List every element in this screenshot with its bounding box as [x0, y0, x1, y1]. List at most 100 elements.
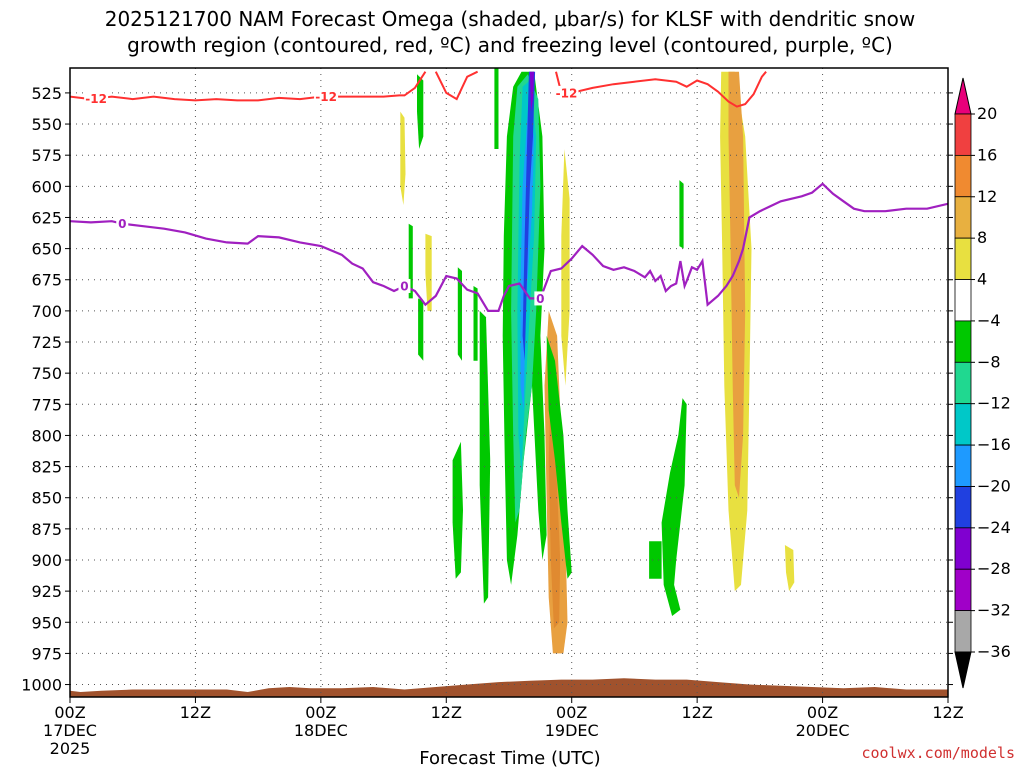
chart-title-line1: 2025121700 NAM Forecast Omega (shaded, μ… — [105, 7, 916, 31]
x-tick-label-24-1: 18DEC — [294, 721, 348, 740]
colorbar-top-triangle — [954, 77, 972, 115]
dgz-contour-segment-0 — [70, 71, 427, 102]
y-tick-label-825: 825 — [31, 458, 62, 477]
colorbar-label-0: 20 — [977, 104, 997, 123]
y-tick-label-775: 775 — [31, 395, 62, 414]
colorbar-label-8: −16 — [977, 435, 1011, 454]
x-tick-label-60-0: 12Z — [681, 703, 712, 722]
omega-green-cell-19dec-d — [494, 68, 499, 149]
colorbar-box-7 — [954, 403, 972, 446]
x-tick-label-0-1: 17DEC — [43, 721, 97, 740]
dgz-label-bg-0 — [84, 91, 109, 106]
freezing-label-bg-2 — [534, 291, 547, 306]
colorbar-box-5 — [954, 320, 972, 363]
dgz-contour-segment-1 — [434, 70, 479, 101]
chart-title-line2: growth region (contoured, red, ºC) and f… — [127, 33, 893, 57]
y-tick-label-750: 750 — [31, 364, 62, 383]
omega-green-cell-20dec-c — [649, 541, 662, 579]
x-tick-label-48-1: 19DEC — [545, 721, 599, 740]
plot-inner: -12 -12 -12 0 0 0 — [70, 68, 948, 697]
omega-orange-plume-19dec-core — [548, 385, 561, 629]
omega-yellow-sliver-18dec-b — [425, 233, 432, 311]
y-tick-label-650: 650 — [31, 240, 62, 259]
colorbar-label-1: 16 — [977, 145, 997, 164]
x-axis-label: Forecast Time (UTC) — [419, 748, 600, 768]
dgz-contour-label-2: -12 — [556, 86, 578, 100]
colorbar-box-0 — [954, 113, 972, 156]
credit-text: coolwx.com/models — [861, 744, 1015, 762]
dgz-contour-label-0: -12 — [85, 92, 107, 106]
plot-frame — [69, 67, 949, 698]
x-tick-label-72-0: 00Z — [807, 703, 838, 722]
y-tick-label-925: 925 — [31, 582, 62, 601]
colorbar-box-12 — [954, 610, 972, 653]
colorbar-box-3 — [954, 237, 972, 280]
colorbar-label-12: −32 — [977, 601, 1011, 620]
dgz-contour-segment-2 — [555, 71, 767, 108]
colorbar-box-8 — [954, 444, 972, 487]
y-tick-label-700: 700 — [31, 302, 62, 321]
colorbar-legend: 20 16 12 8 4 −4 −8 −12 −16 −20 −24 −28 −32 −36 — [954, 77, 1011, 689]
omega-orange-plume-20dec — [728, 71, 746, 498]
freezing-contour-label-2: 0 — [536, 292, 544, 306]
x-tick-label-12-0: 12Z — [180, 703, 211, 722]
y-tick-label-525: 525 — [31, 84, 62, 103]
omega-green-cell-19dec-lowb — [479, 310, 491, 604]
omega-green-cell-18dec-d — [457, 267, 462, 361]
y-tick-label-900: 900 — [31, 551, 62, 570]
y-tick-label-875: 875 — [31, 520, 62, 539]
colorbar-box-2 — [954, 196, 972, 239]
y-tick-label-575: 575 — [31, 146, 62, 165]
title-block: 2025121700 NAM Forecast Omega (shaded, μ… — [105, 7, 916, 57]
colorbar-box-11 — [954, 568, 972, 612]
plot-area: -12 -12 -12 0 0 0 — [69, 67, 949, 698]
colorbar-label-6: −8 — [977, 352, 1001, 371]
colorbar-box-6 — [954, 361, 972, 405]
y-tick-label-600: 600 — [31, 177, 62, 196]
colorbar-box-10 — [954, 527, 972, 570]
omega-green-cell-19dec-lowa — [452, 441, 463, 579]
freezing-contour-label-1: 0 — [400, 279, 408, 293]
omega-green-cell-18dec-e — [473, 286, 478, 361]
x-tick-label-84-0: 12Z — [932, 703, 963, 722]
colorbar-box-4 — [954, 279, 972, 322]
omega-yellow-plume-19dec-east — [561, 149, 570, 386]
colorbar-label-5: −4 — [977, 311, 1001, 330]
omega-green-cell-20dec-a — [679, 180, 684, 249]
x-tick-label-48-0: 00Z — [556, 703, 587, 722]
y-tick-label-850: 850 — [31, 489, 62, 508]
colorbar-label-13: −36 — [977, 642, 1011, 661]
omega-yellow-sliver-18dec — [400, 111, 406, 205]
y-axis: 525 550 575 600 625 650 675 700 725 750 775 800 825 8… — [21, 84, 953, 695]
colorbar-label-4: 4 — [977, 270, 987, 289]
colorbar-label-2: 12 — [977, 187, 997, 206]
x-tick-label-24-0: 00Z — [305, 703, 336, 722]
terrain-surface — [70, 678, 948, 697]
omega-green-cell-18dec-a — [417, 74, 424, 149]
colorbar-bottom-triangle — [954, 651, 972, 689]
colorbar-label-7: −12 — [977, 394, 1011, 413]
omega-darkblue-core-19dec — [522, 71, 536, 361]
x-tick-label-0-0: 00Z — [54, 703, 85, 722]
y-tick-label-550: 550 — [31, 115, 62, 134]
x-tick-label-36-0: 12Z — [431, 703, 462, 722]
y-tick-label-1000: 1000 — [21, 676, 62, 695]
omega-green-east-19dec — [546, 335, 572, 579]
omega-yellow-blob-20dec-small — [784, 545, 795, 592]
colorbar-label-11: −28 — [977, 559, 1011, 578]
y-tick-label-975: 975 — [31, 644, 62, 663]
omega-purple-core-19dec — [529, 71, 535, 112]
colorbar-box-9 — [954, 486, 972, 529]
colorbar-label-9: −20 — [977, 476, 1011, 495]
omega-green-cell-20dec-b — [661, 398, 687, 616]
y-tick-label-725: 725 — [31, 333, 62, 352]
dgz-label-bg-2 — [554, 85, 579, 100]
x-tick-label-72-1: 20DEC — [796, 721, 850, 740]
freezing-contour-label-0: 0 — [118, 217, 126, 231]
y-tick-label-950: 950 — [31, 613, 62, 632]
x-tick-label-0-2: 2025 — [50, 739, 91, 758]
y-tick-label-800: 800 — [31, 426, 62, 445]
colorbar-box-1 — [954, 154, 972, 198]
